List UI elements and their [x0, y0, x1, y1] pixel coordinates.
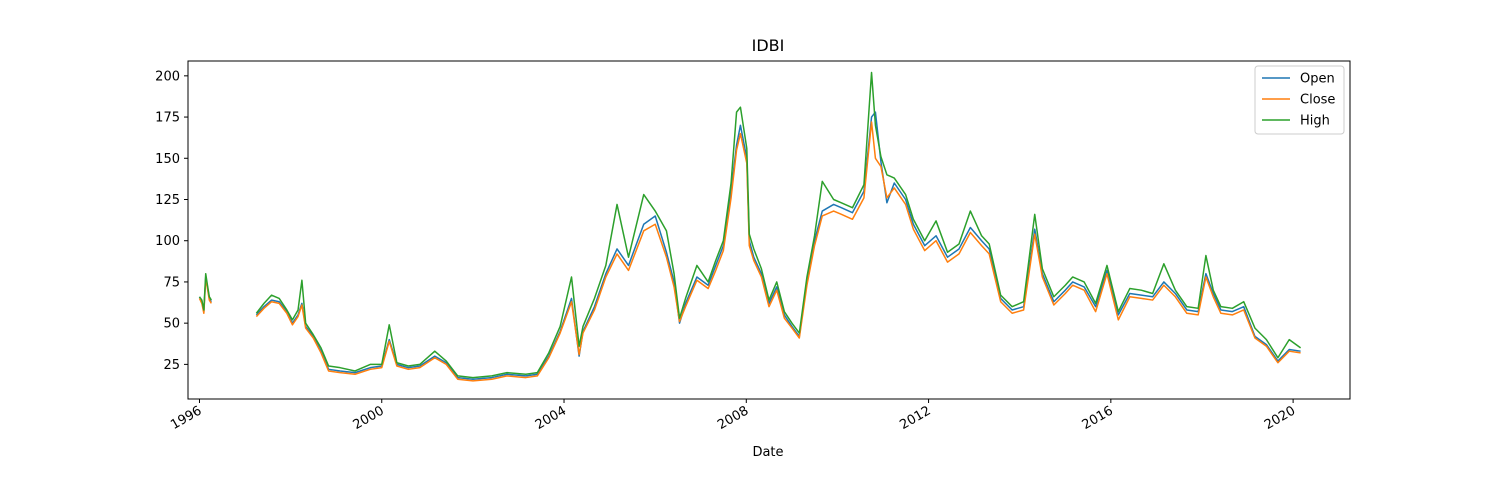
y-tick-label: 75: [163, 275, 180, 290]
x-axis-label: Date: [752, 445, 783, 460]
x-tick-label: 2012: [897, 403, 933, 433]
y-tick-label: 25: [163, 358, 180, 373]
legend: Open Close High: [1254, 65, 1345, 135]
y-tick-label: 200: [155, 69, 180, 84]
y-tick-label: 50: [163, 317, 180, 332]
x-tick-label: 2008: [715, 403, 751, 433]
y-tick-label: 175: [155, 111, 180, 126]
y-axis: 25 50 75 100 125 150 175 200: [155, 69, 188, 373]
y-tick-label: 150: [155, 152, 180, 167]
series-line-high: [255, 71, 1302, 379]
x-axis: 1996 2000 2004 2008 2012 2016 2020: [168, 399, 1298, 433]
series-line-high: [198, 272, 212, 311]
x-tick-label: 2020: [1262, 403, 1298, 433]
series-line-open: [255, 111, 1301, 380]
series-line-close: [255, 121, 1301, 382]
x-tick-label: 2000: [351, 403, 387, 433]
chart-title: IDBI: [752, 36, 785, 55]
legend-label: Close: [1300, 93, 1335, 108]
x-tick-label: 2016: [1080, 403, 1116, 433]
plot-series: [198, 71, 1302, 382]
y-tick-label: 125: [155, 193, 180, 208]
x-tick-label: 2004: [533, 403, 569, 433]
legend-label: Open: [1300, 72, 1335, 87]
x-tick-label: 1996: [168, 403, 204, 433]
plot-frame: [187, 60, 1351, 400]
legend-box: [1254, 65, 1345, 135]
y-tick-label: 100: [155, 234, 180, 249]
legend-label: High: [1300, 114, 1330, 129]
